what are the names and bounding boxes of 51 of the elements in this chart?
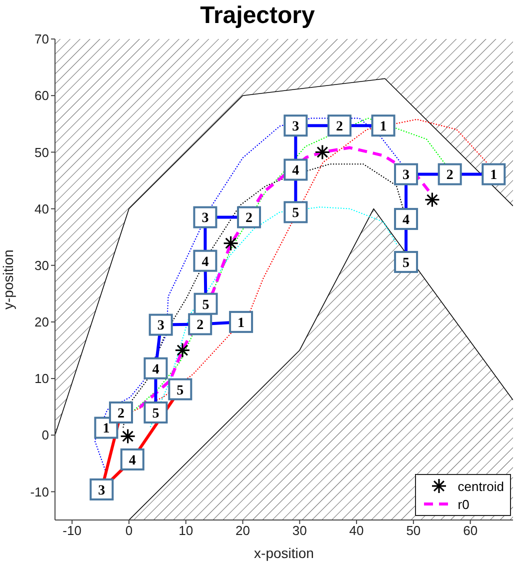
point — [482, 163, 506, 186]
annotation: 1 — [238, 316, 245, 331]
x-tick-label: -10 — [62, 523, 82, 538]
annotation: 5 — [202, 298, 210, 313]
line-series — [150, 206, 398, 428]
annotation: 2 — [118, 406, 124, 422]
annotation: 4 — [152, 362, 160, 378]
y-tick-label: 50 — [34, 144, 49, 160]
annotation: 5 — [292, 206, 300, 222]
x-tick-label: 0 — [125, 523, 133, 538]
y-tick-label: 0 — [42, 428, 49, 443]
legend-label: centroid — [458, 478, 504, 494]
annotation: 4 — [128, 453, 136, 468]
annotation: 4 — [292, 164, 300, 179]
annotation: 1 — [102, 422, 110, 437]
annotation: 4 — [202, 254, 209, 270]
annotation: 3 — [157, 318, 164, 334]
y-tick-label: 70 — [34, 32, 49, 47]
chart-title: Trajectory — [199, 2, 316, 30]
x-tick-label: 40 — [349, 523, 364, 538]
x-tick-label: 10 — [178, 523, 194, 538]
x-tick-label: 30 — [292, 523, 307, 538]
annotation: 2 — [196, 318, 204, 334]
legend-label: r0 — [458, 496, 470, 512]
annotation: 2 — [246, 211, 253, 226]
annotation: 5 — [152, 406, 160, 422]
point — [371, 114, 396, 137]
y-tick-label: -10 — [30, 484, 49, 500]
x-tick-label: 20 — [236, 523, 250, 538]
annotation: 4 — [402, 212, 410, 228]
annotation: 1 — [490, 168, 498, 184]
y-tick-label: 40 — [34, 201, 49, 216]
y-tick-label: 30 — [34, 258, 49, 273]
x-tick-label: 60 — [463, 523, 478, 538]
line-series — [138, 146, 432, 409]
annotation: 3 — [202, 211, 209, 226]
annotation: 3 — [98, 483, 106, 498]
y-tick-label: 20 — [34, 314, 49, 330]
y-axis-title: y-position — [0, 250, 16, 310]
annotation: 3 — [402, 168, 410, 184]
annotation: 3 — [292, 120, 300, 135]
annotation: 5 — [402, 256, 410, 271]
annotation: 2 — [336, 120, 343, 135]
annotation: 2 — [446, 168, 454, 184]
y-tick-label: 10 — [34, 371, 49, 386]
x-axis-title: x-position — [254, 545, 314, 561]
annotation: 5 — [176, 383, 184, 398]
annotation: 1 — [380, 120, 387, 135]
y-tick-label: 60 — [34, 88, 49, 104]
point — [229, 310, 254, 333]
x-tick-label: 50 — [406, 523, 421, 538]
